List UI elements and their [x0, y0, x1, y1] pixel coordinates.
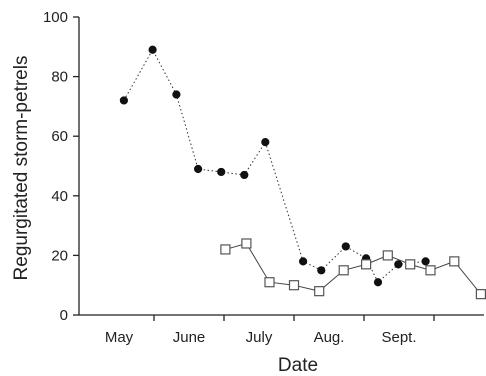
- series-2-point: [425, 265, 436, 276]
- x-axis-title: Date: [278, 355, 318, 376]
- y-tick-label: 20: [51, 247, 68, 264]
- series-2-point: [288, 280, 300, 291]
- series-1-point: [194, 164, 203, 174]
- series-2-point: [241, 238, 252, 249]
- series-1-point: [317, 266, 326, 275]
- series-2-point: [220, 244, 231, 255]
- series-1-point: [240, 170, 249, 180]
- x-tick-label: July: [246, 329, 273, 346]
- series-2-point: [405, 259, 416, 270]
- y-tick-label: 0: [60, 307, 68, 324]
- series-1-point: [261, 138, 270, 147]
- series-1-point: [421, 257, 430, 266]
- x-tick-label: Aug.: [314, 329, 345, 346]
- series-2-point: [475, 289, 486, 300]
- series-1-line: [123, 48, 426, 284]
- series-2-point: [361, 259, 372, 270]
- series-points: [119, 45, 486, 300]
- series-1-point: [119, 96, 129, 105]
- y-tick-label: 80: [51, 69, 68, 86]
- series-1-point: [172, 90, 181, 99]
- y-tick-label: 60: [51, 128, 68, 145]
- series-1-point: [373, 278, 383, 287]
- series-2-point: [449, 256, 460, 267]
- series-2-point: [382, 250, 393, 261]
- y-tick-label: 100: [43, 9, 68, 26]
- series-1-point: [217, 167, 226, 177]
- series-1-point: [394, 260, 403, 269]
- chart-axes: 0 20 40 60 80 100 May June July Aug. Sept.: [43, 9, 484, 346]
- series-2-point: [314, 286, 325, 297]
- x-tick-label: May: [105, 329, 134, 346]
- y-axis-title: Regurgitated storm-petrels: [11, 56, 32, 281]
- y-tick-label: 40: [51, 188, 68, 205]
- x-tick-label: Sept.: [381, 329, 416, 346]
- x-tick-label: June: [173, 329, 206, 346]
- series-2-point: [264, 277, 275, 288]
- series-1-point: [148, 45, 157, 54]
- series-2-point: [338, 265, 349, 276]
- series-1-point: [299, 257, 308, 266]
- series-1-point: [341, 242, 350, 251]
